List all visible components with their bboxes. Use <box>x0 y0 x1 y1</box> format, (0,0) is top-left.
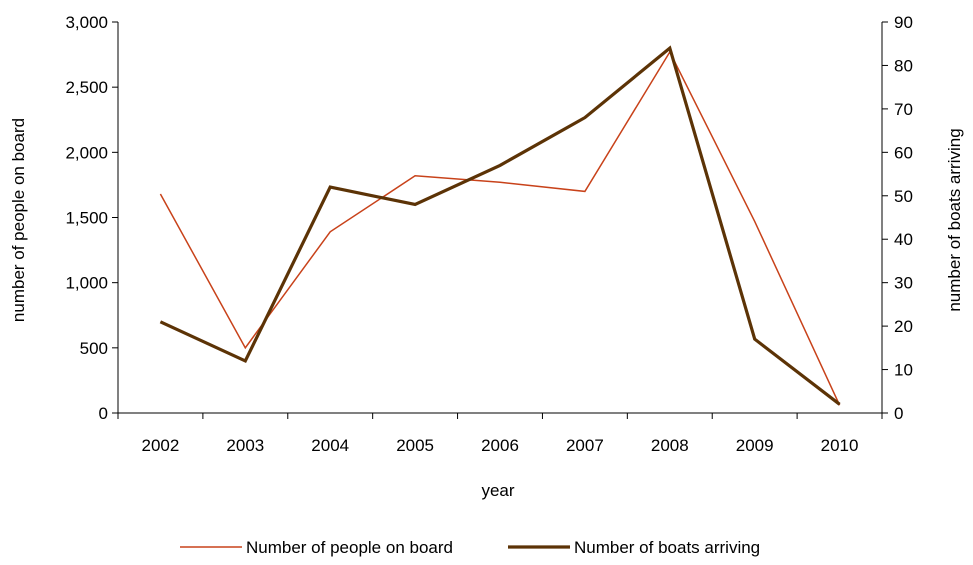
x-tick-label: 2004 <box>311 436 349 455</box>
x-tick-label: 2010 <box>821 436 859 455</box>
right-y-tick-label: 80 <box>894 56 913 75</box>
x-tick-label: 2002 <box>142 436 180 455</box>
left-y-tick-label: 2,500 <box>65 78 108 97</box>
left-y-tick-label: 0 <box>99 404 108 423</box>
left-y-tick-label: 3,000 <box>65 13 108 32</box>
right-y-tick-label: 50 <box>894 187 913 206</box>
x-tick-label: 2006 <box>481 436 519 455</box>
right-y-tick-label: 90 <box>894 13 913 32</box>
right-y-axis-title: number of boats arriving <box>945 128 964 311</box>
right-y-tick-label: 10 <box>894 361 913 380</box>
right-y-tick-label: 0 <box>894 404 903 423</box>
left-y-tick-label: 1,000 <box>65 274 108 293</box>
x-tick-label: 2009 <box>736 436 774 455</box>
x-tick-label: 2005 <box>396 436 434 455</box>
left-y-tick-label: 1,500 <box>65 209 108 228</box>
x-tick-label: 2003 <box>226 436 264 455</box>
left-y-tick-label: 2,000 <box>65 143 108 162</box>
right-y-tick-label: 30 <box>894 274 913 293</box>
legend-label-people-on-board: Number of people on board <box>246 538 453 557</box>
legend: Number of people on board Number of boats… <box>180 538 760 557</box>
right-y-tick-label: 60 <box>894 143 913 162</box>
right-y-tick-label: 20 <box>894 317 913 336</box>
axis-labels: year number of people on board number of… <box>9 118 964 500</box>
x-axis-title: year <box>481 481 514 500</box>
series-line-people-on-board <box>159 50 841 406</box>
legend-label-boats-arriving: Number of boats arriving <box>574 538 760 557</box>
x-tick-label: 2007 <box>566 436 604 455</box>
axes: 0 500 1,000 1,500 2,000 2,500 3,000 0 10 20 30 40 50… <box>65 13 912 455</box>
left-y-axis-title: number of people on board <box>9 118 28 322</box>
left-y-tick-label: 500 <box>80 339 108 358</box>
right-y-tick-label: 40 <box>894 230 913 249</box>
series-layer <box>159 45 841 406</box>
x-tick-label: 2008 <box>651 436 689 455</box>
right-y-tick-label: 70 <box>894 100 913 119</box>
series-line-boats-arriving <box>159 45 841 406</box>
